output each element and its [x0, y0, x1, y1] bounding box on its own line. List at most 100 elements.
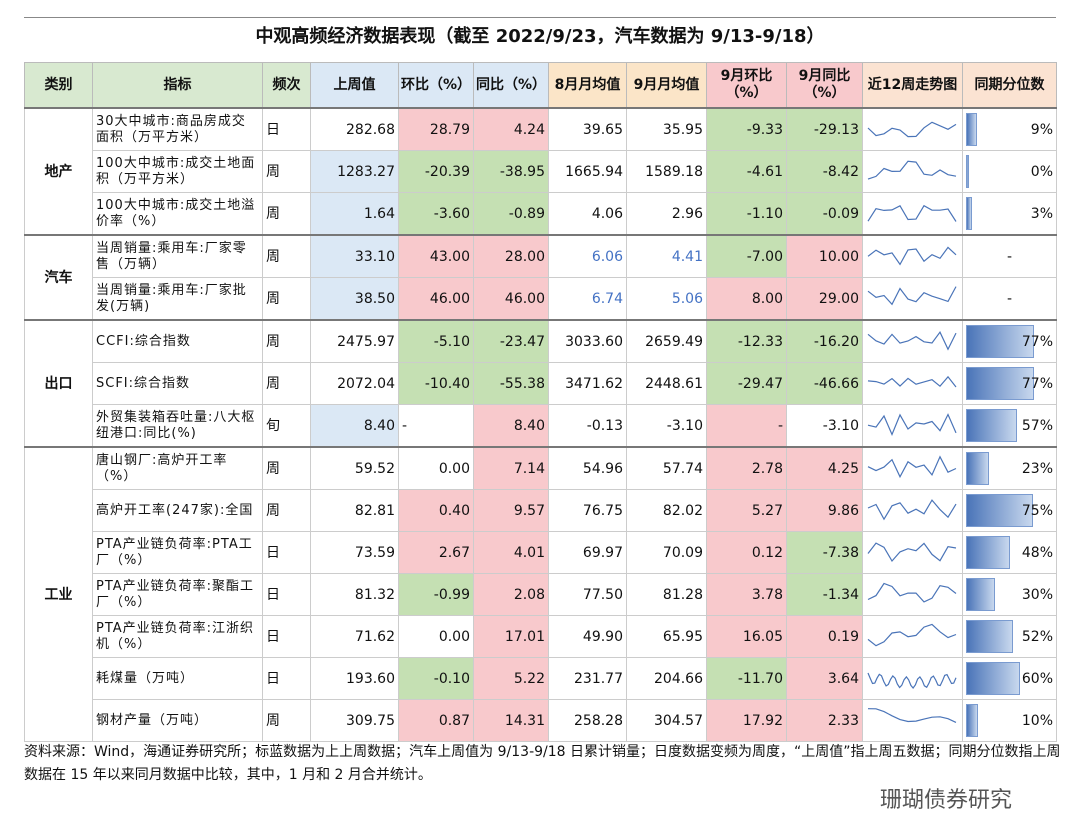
value-cell: 5.27 [706, 489, 787, 532]
sparkline [867, 246, 957, 266]
frequency: 周 [262, 319, 311, 363]
value-cell: -0.09 [786, 192, 863, 236]
percentile-cell: 23% [962, 446, 1057, 490]
header-cell: 频次 [262, 62, 311, 109]
percentile-cell: 3% [962, 192, 1057, 236]
value-cell: 2.33 [786, 699, 863, 742]
value-cell: 33.10 [310, 234, 399, 278]
percentile-cell: - [962, 277, 1057, 321]
sparkline-cell [862, 362, 963, 405]
value-cell: -8.42 [786, 150, 863, 193]
row: 出口 CCFI:综合指数周 2475.97 -5.10 -23.47 3033.60 265… [24, 319, 1057, 448]
percentile-label: 52% [1021, 628, 1053, 645]
value-cell: -23.47 [473, 319, 549, 363]
percentile-bar [966, 409, 1018, 442]
indicator: 100大中城市:成交土地面积（万平方米） [92, 150, 263, 193]
frequency: 周 [262, 699, 311, 742]
value-cell: 16.05 [706, 615, 787, 658]
value-cell: 70.09 [626, 531, 707, 574]
value-cell: 10.00 [786, 234, 863, 278]
header-cell: 9月环比（%） [706, 62, 787, 109]
sparkline-line [867, 454, 957, 478]
percentile-bar [966, 197, 972, 230]
indicator: 100大中城市:成交土地溢价率（%） [92, 192, 263, 236]
percentile-cell: 10% [962, 699, 1057, 742]
frequency: 周 [262, 489, 311, 532]
sparkline-cell [862, 107, 963, 151]
value-cell: 43.00 [398, 234, 474, 278]
value-cell: -3.60 [398, 192, 474, 236]
indicator: CCFI:综合指数 [92, 319, 263, 363]
row: 钢材产量（万吨）周 309.75 0.87 14.31 258.28 304.57 17.9… [25, 699, 1057, 742]
header-cell: 同比（%） [473, 62, 549, 109]
value-cell: 57.74 [626, 446, 707, 490]
percentile-bar [966, 662, 1020, 695]
sparkline-cell [862, 234, 963, 278]
footnote: 资料来源：Wind，海通证券研究所；标蓝数据为上上周数据；汽车上周值为 9/13… [24, 744, 1061, 783]
row: 耗煤量（万吨）日 193.60 -0.10 5.22 231.77 204.66 -11.7… [25, 657, 1057, 700]
value-cell: 2.78 [706, 446, 787, 490]
percentile-cell: 30% [962, 573, 1057, 616]
sparkline-line [867, 672, 957, 689]
value-cell: 282.68 [310, 107, 399, 151]
percentile-label: 60% [1021, 670, 1053, 687]
value-cell: 9.86 [786, 489, 863, 532]
percentile-bar [966, 620, 1014, 653]
value-cell: 17.92 [706, 699, 787, 742]
value-cell: 8.40 [473, 404, 549, 448]
value-cell: 2475.97 [310, 319, 399, 363]
value-cell: 4.24 [473, 107, 549, 151]
value-cell: 65.95 [626, 615, 707, 658]
value-cell: 309.75 [310, 699, 399, 742]
group-cell: 地产 [24, 107, 93, 236]
frequency: 日 [262, 573, 311, 616]
value-cell: 0.00 [398, 615, 474, 658]
frequency: 旬 [262, 404, 311, 448]
data-table: 类别 指标 频次 上周值 环比（%） 同比（%） 8月月均值 9月月均值 9月环比（%） 9月同比… [24, 62, 1057, 742]
group-cell: 出口 [24, 319, 93, 448]
value-cell: 4.41 [626, 234, 707, 278]
frequency: 周 [262, 150, 311, 193]
sparkline-cell [862, 699, 963, 742]
sparkline-cell [862, 657, 963, 700]
value-cell: - [706, 404, 787, 448]
percentile-bar [966, 494, 1033, 527]
value-cell: 204.66 [626, 657, 707, 700]
value-cell: 8.00 [706, 277, 787, 321]
value-cell: -10.40 [398, 362, 474, 405]
watermark: 珊瑚债券研究 [880, 788, 1013, 813]
value-cell: 46.00 [473, 277, 549, 321]
percentile-cell: 77% [962, 362, 1057, 405]
value-cell: 1589.18 [626, 150, 707, 193]
value-cell: 0.87 [398, 699, 474, 742]
value-cell: 73.59 [310, 531, 399, 574]
indicator: 当周销量:乘用车:厂家零售（万辆） [92, 234, 263, 278]
value-cell: 82.81 [310, 489, 399, 532]
value-cell: 304.57 [626, 699, 707, 742]
sparkline-line [867, 541, 957, 562]
sparkline-cell [862, 150, 963, 193]
value-cell: -0.13 [548, 404, 627, 448]
sparkline [867, 582, 957, 603]
value-cell: -5.10 [398, 319, 474, 363]
indicator: 高炉开工率(247家):全国 [92, 489, 263, 532]
value-cell: 3.64 [786, 657, 863, 700]
percentile-label: 57% [1021, 417, 1053, 434]
sparkline [867, 672, 957, 689]
row: 外贸集装箱吞吐量:八大枢纽港口:同比(%) 旬 8.40-8.40 -0.13 -3.1… [25, 404, 1057, 448]
sparkline-cell [862, 404, 963, 448]
value-cell: 14.31 [473, 699, 549, 742]
value-cell: -3.10 [626, 404, 707, 448]
value-cell: 77.50 [548, 573, 627, 616]
sparkline-line [867, 707, 957, 723]
value-cell: 71.62 [310, 615, 399, 658]
sparkline-line [867, 582, 957, 603]
value-cell: 8.40 [310, 404, 399, 448]
percentile-cell: 60% [962, 657, 1057, 700]
row: SCFI:综合指数周 2072.04 -10.40 -55.38 3471.62 2448… [25, 362, 1057, 405]
value-cell: 5.22 [473, 657, 549, 700]
percentile-cell: 57% [962, 404, 1057, 448]
sparkline-line [867, 623, 957, 646]
sparkline [867, 160, 957, 180]
